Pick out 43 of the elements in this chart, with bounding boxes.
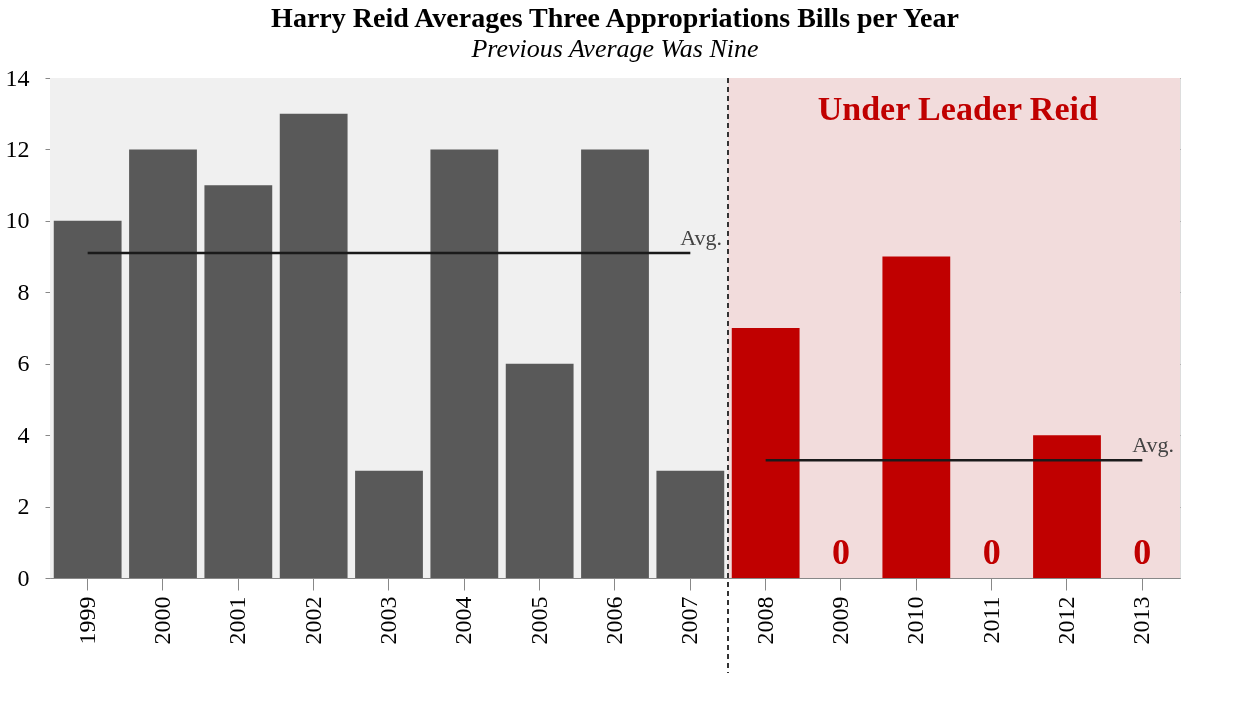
x-tick-label: 2006 xyxy=(601,596,627,645)
band-label: Under Leader Reid xyxy=(817,90,1098,127)
chart-subtitle: Previous Average Was Nine xyxy=(470,34,759,63)
x-tick-label: 2011 xyxy=(977,596,1004,644)
y-tick-label: 10 xyxy=(5,207,30,234)
bar xyxy=(204,185,273,578)
y-tick-label: 2 xyxy=(17,493,30,520)
series-label: Avg. xyxy=(1132,432,1175,458)
y-tick-label: 14 xyxy=(5,64,30,91)
bar xyxy=(731,328,800,578)
x-tick-label: 2000 xyxy=(149,596,175,645)
x-tick-label: 2007 xyxy=(676,596,703,645)
y-tick-label: 8 xyxy=(17,278,30,305)
series-label: Avg. xyxy=(680,225,723,250)
y-tick-label: 6 xyxy=(17,350,30,377)
data-label: 0 xyxy=(832,532,850,572)
x-tick-label: 2008 xyxy=(751,596,778,645)
x-tick-label: 2013 xyxy=(1128,596,1155,645)
x-tick-label: 2005 xyxy=(525,596,552,645)
x-tick-label: 1999 xyxy=(73,596,100,645)
x-tick-label: 2004 xyxy=(450,596,477,645)
x-tick-label: 2009 xyxy=(827,596,853,645)
y-tick-label: 12 xyxy=(5,135,30,162)
bar xyxy=(882,256,951,578)
bar xyxy=(1033,435,1101,578)
bar xyxy=(355,470,423,578)
data-label: 0 xyxy=(1133,532,1152,572)
x-tick-label: 2003 xyxy=(375,596,401,645)
y-tick-label: 4 xyxy=(17,421,30,448)
bar xyxy=(656,470,725,578)
x-tick-label: 2002 xyxy=(299,596,326,645)
bar xyxy=(581,149,649,578)
y-tick-label: 0 xyxy=(17,564,30,591)
x-tick-label: 2012 xyxy=(1053,596,1079,645)
x-tick-label: 2010 xyxy=(902,596,929,645)
bar xyxy=(279,113,348,578)
bar xyxy=(430,149,499,578)
chart-title: Harry Reid Averages Three Appropriations Bills per Year xyxy=(271,2,959,33)
bar xyxy=(53,220,122,578)
bar xyxy=(505,363,574,578)
bar xyxy=(129,149,197,578)
x-tick-label: 2001 xyxy=(224,596,251,645)
data-label: 0 xyxy=(982,532,1001,572)
